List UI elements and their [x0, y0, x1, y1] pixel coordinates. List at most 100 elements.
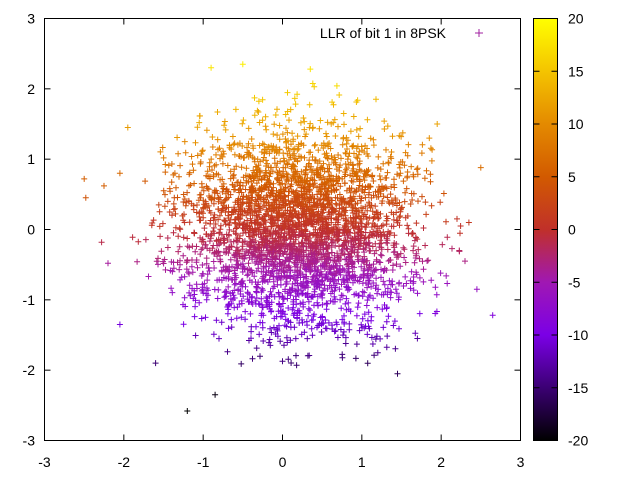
scatter-point: [242, 283, 249, 290]
scatter-point: [390, 242, 397, 249]
scatter-point: [353, 290, 360, 297]
scatter-point: [332, 200, 339, 207]
scatter-point: [300, 184, 307, 191]
scatter-point: [345, 260, 352, 267]
scatter-point: [324, 300, 331, 307]
scatter-point: [221, 202, 228, 209]
scatter-point: [221, 294, 228, 301]
scatter-point: [184, 189, 191, 196]
scatter-point: [347, 237, 354, 244]
scatter-point: [231, 295, 238, 301]
scatter-point: [341, 121, 347, 128]
scatter-point: [357, 231, 364, 238]
scatter-point: [423, 211, 430, 218]
scatter-point: [380, 324, 387, 331]
scatter-point: [201, 225, 208, 232]
scatter-point: [333, 161, 340, 168]
scatter-point: [98, 239, 105, 246]
scatter-point: [331, 154, 338, 161]
scatter-point: [278, 242, 285, 249]
scatter-point: [294, 158, 301, 165]
scatter-point: [142, 236, 149, 243]
scatter-point: [279, 131, 286, 138]
scatter-point: [260, 198, 267, 205]
scatter-point: [238, 164, 245, 171]
scatter-point: [378, 274, 384, 281]
scatter-point: [311, 142, 318, 149]
scatter-point: [212, 221, 219, 227]
scatter-point: [314, 299, 321, 306]
scatter-point: [159, 220, 166, 227]
scatter-point: [303, 247, 310, 254]
scatter-point: [240, 199, 246, 205]
scatter-point: [344, 246, 351, 253]
scatter-point: [383, 185, 390, 192]
scatter-point: [269, 261, 276, 268]
scatter-point: [282, 286, 289, 293]
scatter-point: [152, 360, 159, 367]
scatter-point: [180, 191, 187, 198]
scatter-point: [361, 272, 368, 279]
scatter-point: [258, 268, 265, 275]
scatter-point: [294, 280, 301, 287]
scatter-point: [314, 302, 321, 309]
scatter-point: [258, 222, 265, 229]
scatter-point: [295, 291, 302, 298]
scatter-point: [252, 228, 259, 235]
scatter-point: [324, 226, 331, 233]
scatter-point: [172, 205, 178, 212]
scatter-point: [184, 235, 191, 242]
scatter-point: [397, 263, 404, 270]
scatter-point: [367, 247, 373, 254]
scatter-point: [242, 316, 249, 323]
scatter-point: [272, 193, 279, 200]
scatter-point: [345, 226, 352, 233]
scatter-point: [378, 200, 385, 207]
scatter-point: [295, 182, 301, 189]
scatter-point: [365, 281, 372, 288]
scatter-point: [202, 241, 209, 248]
scatter-point: [340, 110, 347, 117]
scatter-point: [157, 233, 164, 240]
scatter-point: [328, 249, 335, 256]
scatter-point: [347, 195, 354, 202]
scatter-point: [322, 239, 329, 246]
scatter-point: [193, 259, 200, 266]
scatter-point: [210, 228, 217, 235]
scatter-point: [210, 217, 217, 224]
scatter-point: [135, 238, 142, 245]
scatter-point: [289, 161, 296, 168]
scatter-point: [311, 195, 317, 202]
scatter-point: [311, 218, 318, 225]
scatter-point: [164, 235, 171, 241]
scatter-point: [300, 301, 307, 308]
scatter-point: [397, 170, 404, 177]
scatter-point: [319, 210, 325, 217]
scatter-point: [410, 287, 417, 294]
scatter-point: [259, 239, 266, 246]
scatter-point: [330, 101, 337, 108]
scatter-point: [207, 209, 214, 216]
scatter-point: [274, 106, 280, 113]
scatter-point: [259, 96, 266, 103]
scatter-point: [232, 280, 239, 287]
scatter-point: [287, 256, 294, 263]
scatter-point: [370, 261, 377, 268]
scatter-point: [336, 243, 342, 250]
scatter-point: [356, 327, 363, 334]
scatter-point: [288, 178, 295, 184]
scatter-point: [203, 296, 210, 303]
scatter-point: [342, 161, 349, 167]
scatter-point: [253, 289, 260, 296]
scatter-point: [272, 331, 279, 337]
scatter-point: [369, 341, 376, 347]
x-tick-label: 1: [358, 454, 366, 470]
scatter-point: [198, 315, 205, 322]
scatter-point: [181, 294, 188, 301]
scatter-point: [355, 246, 362, 253]
scatter-point: [246, 227, 253, 233]
scatter-point: [341, 312, 347, 319]
scatter-point: [162, 169, 169, 176]
y-tick-label: 1: [27, 151, 35, 167]
scatter-point: [294, 91, 301, 98]
